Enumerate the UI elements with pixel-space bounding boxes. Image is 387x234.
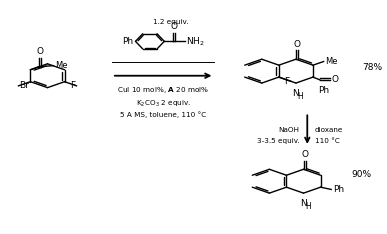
Text: Me: Me: [55, 61, 67, 70]
Text: Ph: Ph: [318, 86, 329, 95]
Text: F: F: [284, 77, 289, 86]
Text: CuI 10 mol%, $\mathbf{A}$ 20 mol%: CuI 10 mol%, $\mathbf{A}$ 20 mol%: [117, 85, 209, 95]
Text: 110 °C: 110 °C: [315, 138, 340, 144]
Text: H: H: [306, 202, 311, 211]
Text: 78%: 78%: [362, 63, 382, 72]
Text: NH$_2$: NH$_2$: [186, 35, 205, 48]
Text: O: O: [170, 22, 177, 31]
Text: O: O: [301, 150, 308, 159]
Text: O: O: [294, 40, 301, 49]
Text: dioxane: dioxane: [315, 127, 343, 133]
Text: F: F: [70, 81, 75, 90]
Text: O: O: [331, 75, 338, 84]
Text: N: N: [293, 88, 299, 98]
Text: Me: Me: [325, 57, 337, 66]
Text: Ph: Ph: [122, 37, 134, 46]
Text: 1.2 equiv.: 1.2 equiv.: [153, 19, 188, 25]
Text: Ph: Ph: [333, 185, 344, 194]
Text: NaOH: NaOH: [279, 127, 300, 133]
Text: O: O: [36, 47, 43, 56]
Text: K$_2$CO$_3$ 2 equiv.: K$_2$CO$_3$ 2 equiv.: [135, 99, 191, 109]
Text: 5 A MS, toluene, 110 °C: 5 A MS, toluene, 110 °C: [120, 111, 206, 118]
Text: 3-3.5 equiv.: 3-3.5 equiv.: [257, 138, 300, 144]
Text: 90%: 90%: [351, 170, 371, 179]
Text: N: N: [300, 199, 307, 208]
Text: H: H: [298, 92, 303, 101]
Text: Br: Br: [20, 81, 29, 90]
